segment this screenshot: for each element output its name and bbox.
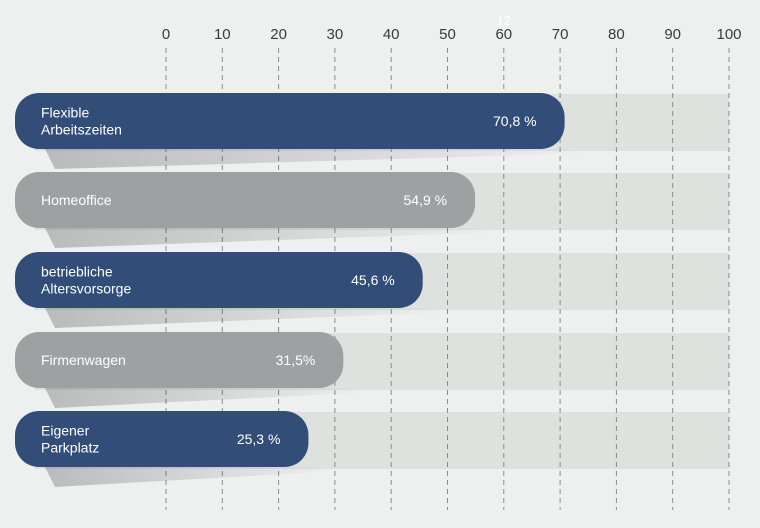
bar [15,172,476,228]
x-tick-label: 10 [214,26,231,43]
category-label: Arbeitszeiten [41,122,122,138]
x-tick-label: 0 [162,26,170,43]
value-label: 45,6 % [351,272,395,288]
value-label: 31,5% [276,352,316,368]
bar-shadow [45,467,339,487]
x-tick-label: 60 [495,26,512,43]
bar-shadow [45,149,595,169]
x-tick-label: 70 [552,26,569,43]
bar-shadow [45,388,374,408]
bar-shadow [45,228,506,248]
bar [15,93,565,149]
category-label: Parkplatz [41,440,99,456]
category-label: Eigener [41,423,90,439]
x-tick-label: 80 [608,26,625,43]
category-label: betriebliche [41,264,113,280]
bar [15,411,309,467]
stray-text: 12 [497,13,511,28]
category-label: Homeoffice [41,192,112,208]
x-tick-label: 50 [439,26,456,43]
category-label: Firmenwagen [41,352,126,368]
bar-shadow [45,308,453,328]
bar [15,252,423,308]
value-label: 25,3 % [237,431,281,447]
x-tick-label: 20 [270,26,287,43]
x-tick-label: 30 [327,26,344,43]
x-tick-label: 100 [716,26,741,43]
category-label: Flexible [41,105,89,121]
bar [15,332,344,388]
x-tick-label: 40 [383,26,400,43]
value-label: 54,9 % [403,192,447,208]
value-label: 70,8 % [493,113,537,129]
x-tick-label: 90 [664,26,681,43]
category-label: Altersvorsorge [41,281,131,297]
